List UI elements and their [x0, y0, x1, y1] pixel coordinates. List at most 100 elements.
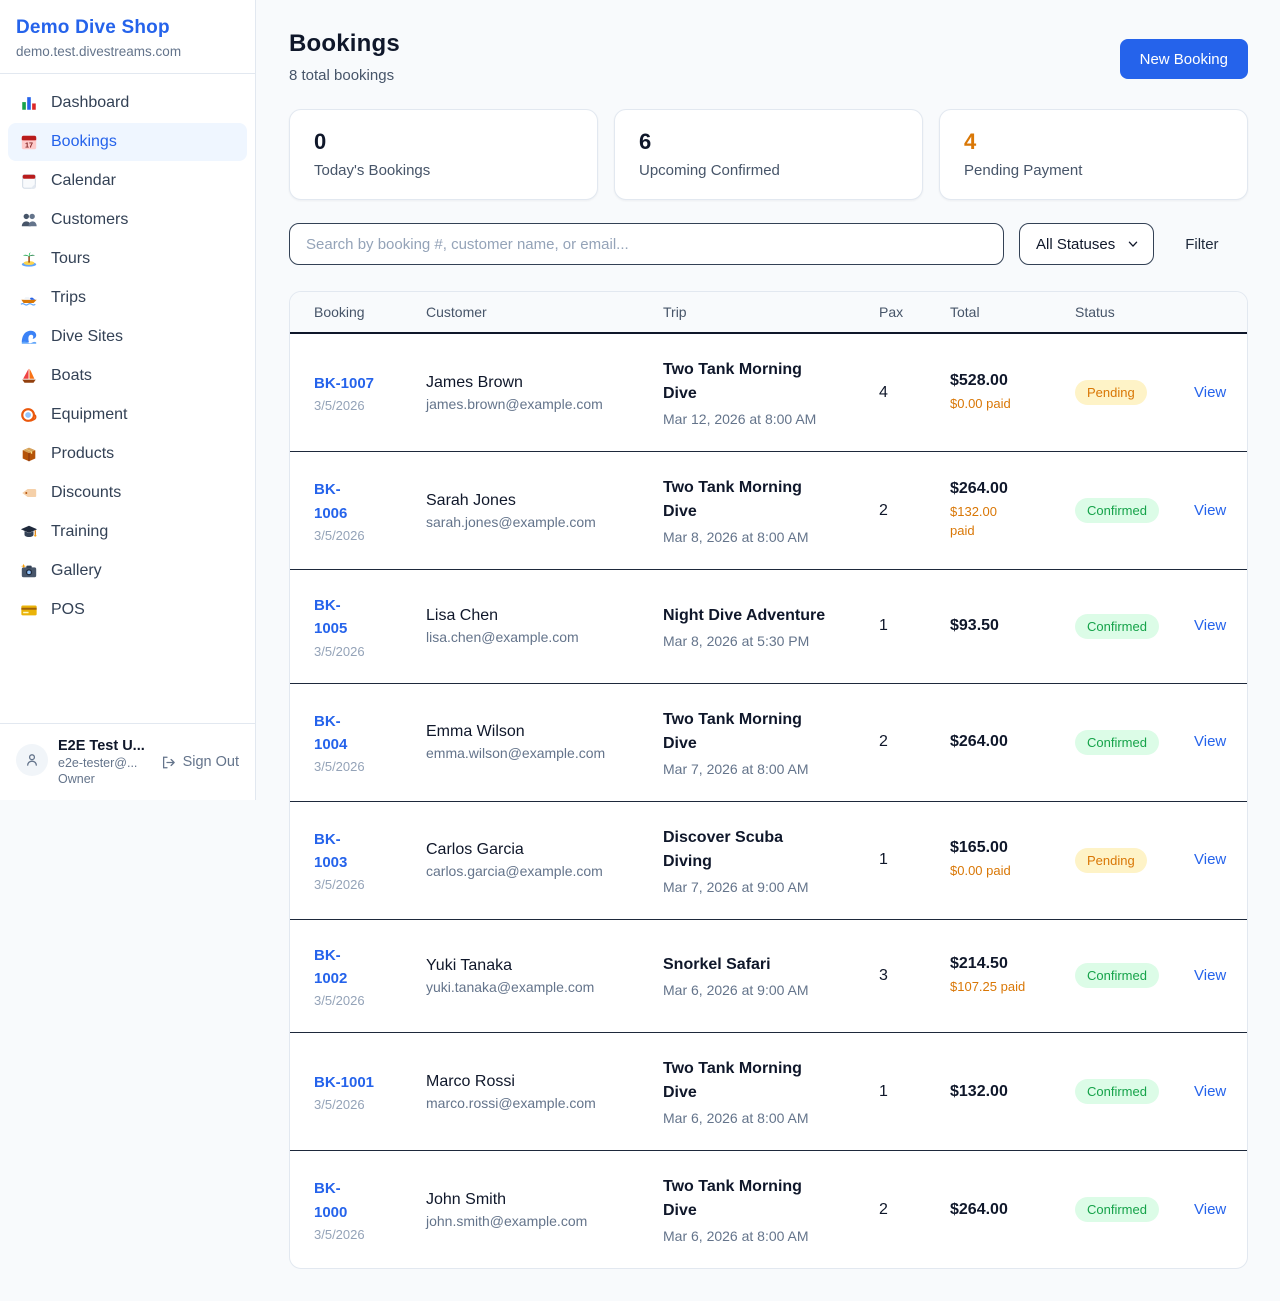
status-badge: Pending: [1075, 847, 1147, 873]
pax-count: 2: [879, 501, 888, 519]
booking-date: 3/5/2026: [314, 643, 365, 659]
filter-bar: All Statuses Filter: [289, 223, 1248, 265]
sidebar-item-trips[interactable]: Trips: [8, 279, 247, 317]
sidebar-item-label: Dive Sites: [51, 328, 124, 345]
trip-datetime: Mar 8, 2026 at 8:00 AM: [663, 529, 809, 545]
stat-card-upcoming-confirmed: 6 Upcoming Confirmed: [614, 109, 923, 200]
sidebar-item-gallery[interactable]: Gallery: [8, 552, 247, 590]
sidebar-item-label: Tours: [51, 250, 91, 267]
new-booking-button[interactable]: New Booking: [1119, 39, 1248, 79]
view-link[interactable]: View: [1194, 501, 1227, 519]
page-header: Bookings 8 total bookings New Booking: [289, 30, 1248, 84]
col-trip: Trip: [663, 292, 879, 334]
paid-amount: $0.00 paid: [950, 395, 1011, 411]
island-icon: [20, 250, 38, 268]
trip-title: Two Tank Morning Dive: [663, 1060, 802, 1101]
brand[interactable]: Demo Dive Shop demo.test.divestreams.com: [0, 0, 255, 74]
stat-label: Upcoming Confirmed: [639, 162, 780, 179]
sidebar-item-customers[interactable]: Customers: [8, 201, 247, 239]
trip-title: Two Tank Morning Dive: [663, 479, 802, 520]
total-amount: $214.50: [950, 954, 1008, 972]
customer-name: Lisa Chen: [426, 607, 499, 625]
col-booking: Booking: [290, 292, 426, 334]
sidebar-item-dashboard[interactable]: Dashboard: [8, 84, 247, 122]
col-total: Total: [950, 292, 1075, 334]
user-role: Owner: [58, 772, 95, 786]
sidebar-item-bookings[interactable]: 17 Bookings: [8, 123, 247, 161]
customer-name: John Smith: [426, 1190, 507, 1208]
col-actions: [1194, 292, 1247, 334]
view-link[interactable]: View: [1194, 966, 1227, 984]
booking-date: 3/5/2026: [314, 1097, 365, 1113]
user-meta: E2E Test U... e2e-tester@... Owner: [58, 738, 145, 786]
bookings-table-card: Booking Customer Trip Pax Total Status B…: [289, 291, 1248, 1269]
sailboat-icon: [20, 367, 38, 385]
stat-card-todays-bookings: 0 Today's Bookings: [289, 109, 598, 200]
user-name: E2E Test U...: [58, 738, 145, 754]
trip-title: Two Tank Morning Dive: [663, 361, 802, 402]
trip-title: Two Tank Morning Dive: [663, 1178, 802, 1219]
total-amount: $165.00: [950, 839, 1008, 857]
customer-email: john.smith@example.com: [426, 1212, 588, 1229]
booking-date: 3/5/2026: [314, 527, 365, 543]
trip-title: Night Dive Adventure: [663, 606, 826, 624]
table-header-row: Booking Customer Trip Pax Total Status: [290, 292, 1247, 334]
sidebar-item-label: POS: [51, 601, 85, 618]
view-link[interactable]: View: [1194, 383, 1227, 401]
col-status: Status: [1075, 292, 1194, 334]
booking-id-link[interactable]: BK- 1003: [314, 830, 348, 871]
status-select[interactable]: All Statuses: [1019, 223, 1155, 265]
customer-name: Carlos Garcia: [426, 841, 524, 858]
booking-id-link[interactable]: BK-1007: [314, 374, 375, 392]
sidebar-item-dive-sites[interactable]: Dive Sites: [8, 318, 247, 356]
sidebar-item-calendar[interactable]: Calendar: [8, 162, 247, 200]
view-link[interactable]: View: [1194, 617, 1227, 635]
table-row: BK- 1002 3/5/2026 Yuki Tanaka yuki.tanaka@…: [290, 918, 1247, 1033]
search-input[interactable]: [289, 223, 1004, 265]
booking-id-link[interactable]: BK- 1002: [314, 946, 348, 987]
status-badge: Confirmed: [1075, 1197, 1159, 1222]
user-section: E2E Test U... e2e-tester@... Owner Sign …: [0, 723, 255, 800]
view-link[interactable]: View: [1194, 733, 1227, 750]
booking-id-link[interactable]: BK- 1004: [314, 712, 348, 753]
total-amount: $264.00: [950, 733, 1008, 750]
sidebar-item-label: Customers: [51, 211, 129, 228]
table-row: BK-1007 3/5/2026 James Brown james.brown@e…: [290, 333, 1247, 452]
booking-id-link[interactable]: BK- 1000: [314, 1180, 348, 1221]
pax-count: 1: [879, 1082, 888, 1100]
trip-title: Discover Scuba Diving: [663, 828, 784, 870]
stat-value: 0: [314, 129, 327, 154]
status-badge: Confirmed: [1075, 963, 1159, 989]
brand-name: Demo Dive Shop: [16, 17, 170, 38]
sidebar-item-tours[interactable]: Tours: [8, 240, 247, 278]
pax-count: 2: [879, 733, 888, 750]
sidebar-item-label: Calendar: [51, 172, 116, 189]
booking-id-link[interactable]: BK- 1006: [314, 481, 348, 522]
pax-count: 1: [879, 851, 888, 868]
svg-text:17: 17: [25, 140, 33, 149]
graduation-cap-icon: [20, 523, 38, 541]
person-icon: [26, 754, 38, 766]
booking-id-link[interactable]: BK-1001: [314, 1073, 375, 1091]
trip-datetime: Mar 6, 2026 at 8:00 AM: [663, 1110, 809, 1126]
booking-id-link[interactable]: BK- 1005: [314, 597, 348, 638]
view-link[interactable]: View: [1194, 1200, 1227, 1218]
customer-name: Sarah Jones: [426, 491, 516, 509]
sidebar-item-equipment[interactable]: Equipment: [8, 396, 247, 434]
package-icon: [20, 445, 38, 463]
sign-out-button[interactable]: Sign Out: [161, 754, 239, 770]
view-link[interactable]: View: [1194, 1082, 1227, 1100]
sidebar-item-training[interactable]: Training: [8, 513, 247, 551]
view-link[interactable]: View: [1194, 851, 1227, 868]
sidebar-item-products[interactable]: Products: [8, 435, 247, 473]
sidebar-item-boats[interactable]: Boats: [8, 357, 247, 395]
customer-email: emma.wilson@example.com: [426, 745, 606, 761]
status-badge: Confirmed: [1075, 729, 1159, 755]
sidebar-item-discounts[interactable]: Discounts: [8, 474, 247, 512]
table-row: BK- 1006 3/5/2026 Sarah Jones sarah.jones@…: [290, 451, 1247, 570]
people-icon: [20, 211, 38, 229]
status-badge: Confirmed: [1075, 498, 1159, 523]
sidebar-item-pos[interactable]: POS: [8, 591, 247, 629]
booking-date: 3/5/2026: [314, 1226, 365, 1242]
